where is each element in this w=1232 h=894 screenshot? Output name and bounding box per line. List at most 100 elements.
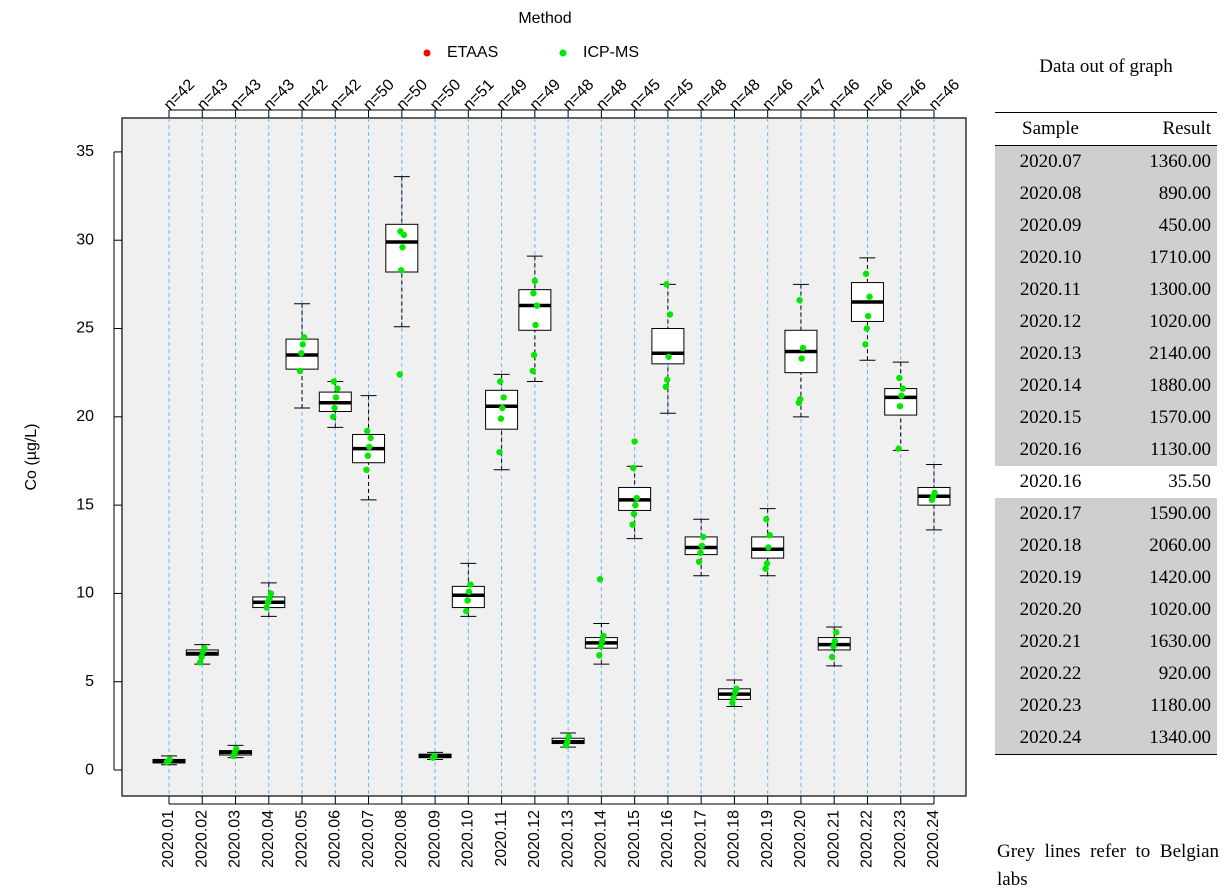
point	[531, 277, 539, 285]
table-cell: 1020.00	[1106, 594, 1217, 626]
point	[334, 385, 341, 392]
y-tick-label: 35	[76, 143, 94, 160]
count-label: n=48	[693, 76, 731, 114]
count-label: n=49	[527, 76, 565, 114]
table-row: 2020.09 450.00	[995, 210, 1217, 242]
point	[396, 371, 403, 378]
point	[564, 738, 571, 745]
table-cell: 35.50	[1168, 471, 1211, 492]
count-label: n=50	[427, 76, 465, 114]
table-row: 2020.07 1360.00	[995, 145, 1217, 178]
point	[363, 427, 371, 435]
count-label: n=43	[194, 76, 232, 114]
x-tick-label: 2020.07	[360, 810, 377, 868]
point	[299, 341, 306, 348]
table-cell: 1710.00	[1106, 242, 1217, 274]
table-cell: 920.00	[1106, 658, 1217, 690]
x-tick-label: 2020.06	[327, 810, 344, 868]
point	[898, 392, 905, 399]
x-tick-label: 2020.02	[193, 810, 210, 868]
point	[300, 334, 308, 341]
table-row: 2020.22 920.00	[995, 658, 1217, 690]
point	[364, 452, 372, 459]
x-tick-label: 2020.05	[293, 810, 310, 868]
point	[729, 699, 736, 707]
table-row: 2020.15 1570.00	[995, 402, 1217, 434]
legend-label: ETAAS	[447, 44, 498, 61]
point	[330, 378, 338, 385]
point	[463, 607, 470, 615]
point	[763, 560, 771, 567]
table-row: 2020.18 2060.00	[995, 530, 1217, 562]
x-tick-label: 2020.11	[493, 810, 510, 867]
point	[598, 637, 606, 645]
chart: Method Co (µg/L) 0 5 10 15 20 25 30 35 ETAAS ICP-…	[23, 10, 967, 868]
table-cell: 1360.00	[1106, 145, 1217, 178]
count-label: n=51	[460, 76, 498, 114]
table-cell: 1630.00	[1106, 626, 1217, 658]
point	[831, 637, 839, 645]
point	[663, 281, 670, 288]
count-label: n=43	[227, 76, 265, 114]
table-cell: 2020.17	[995, 498, 1106, 530]
table-cell: 2140.00	[1106, 338, 1217, 370]
point	[196, 659, 204, 666]
point	[730, 694, 737, 701]
point	[631, 438, 638, 445]
point	[633, 494, 640, 502]
table-cell: 450.00	[1106, 210, 1217, 242]
table-title: Data out of graph	[1039, 56, 1173, 77]
x-tick-label: 2020.01	[160, 810, 177, 868]
point	[465, 588, 473, 595]
legend-title: Method	[518, 10, 571, 27]
x-tick-label: 2020.04	[260, 810, 277, 868]
table-row: 2020.13 2140.00	[995, 338, 1217, 370]
point	[665, 353, 672, 360]
point	[866, 293, 873, 300]
y-tick-label: 10	[76, 585, 94, 602]
point	[267, 590, 275, 597]
point	[533, 302, 541, 309]
point	[399, 244, 406, 251]
table-row: 2020.20 1020.00	[995, 594, 1217, 626]
count-label: n=50	[360, 76, 398, 114]
point	[733, 685, 740, 692]
table-cell: 2020.15	[995, 402, 1106, 434]
table-row: 2020.21 1630.00	[995, 626, 1217, 658]
point	[766, 531, 773, 539]
x-tick-label: 2020.15	[626, 810, 643, 868]
table-row: 2020.08 890.00	[995, 178, 1217, 210]
table-cell: 1570.00	[1106, 402, 1217, 434]
count-label: n=50	[394, 76, 432, 114]
table-cell: 1590.00	[1106, 498, 1217, 530]
table-cell: 1880.00	[1106, 370, 1217, 402]
point	[895, 445, 902, 452]
table-cell: 890.00	[1106, 178, 1217, 210]
x-tick-label: 2020.12	[526, 810, 543, 868]
point	[497, 378, 504, 385]
point	[799, 344, 807, 352]
data-table: Sample Result 2020.07 1360.00 2020.08 890.00 2…	[995, 112, 1217, 755]
table-cell: 1420.00	[1106, 562, 1217, 594]
count-label: n=42	[327, 76, 365, 114]
table-row: 2020.14 1880.00	[995, 370, 1217, 402]
table-row: 2020.16 1130.00	[995, 434, 1217, 466]
point	[700, 533, 707, 541]
x-tick-label: 2020.14	[593, 810, 610, 868]
count-label: n=42	[161, 76, 199, 114]
x-tick-label: 2020.23	[892, 810, 909, 868]
point	[397, 228, 404, 235]
x-tick-label: 2020.18	[726, 810, 743, 868]
count-label: n=48	[593, 76, 631, 114]
table-cell: 2020.21	[995, 626, 1106, 658]
y-tick-label: 30	[76, 231, 94, 248]
count-label: n=42	[294, 76, 332, 114]
point	[630, 510, 638, 518]
point	[797, 395, 804, 403]
count-label: n=46	[759, 76, 797, 114]
table-cell: 1130.00	[1106, 434, 1217, 466]
point	[896, 403, 904, 410]
x-tick-label: 2020.10	[460, 810, 477, 868]
legend-label: ICP-MS	[583, 44, 639, 61]
x-tick-label: 2020.13	[559, 810, 576, 868]
